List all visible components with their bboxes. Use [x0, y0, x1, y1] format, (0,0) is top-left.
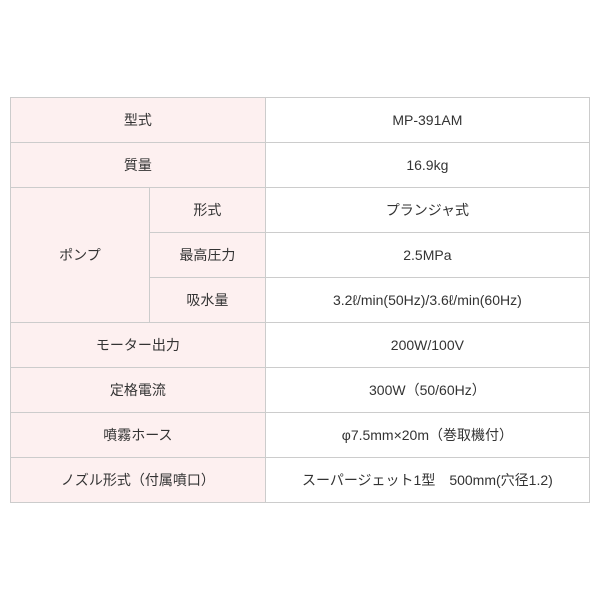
row-label: モーター出力 — [11, 323, 266, 368]
row-value: φ7.5mm×20m（巻取機付） — [265, 413, 589, 458]
row-label: 定格電流 — [11, 368, 266, 413]
table-row: 型式 MP-391AM — [11, 98, 590, 143]
table-row: 噴霧ホース φ7.5mm×20m（巻取機付） — [11, 413, 590, 458]
row-label: 質量 — [11, 143, 266, 188]
row-value: スーパージェット1型 500mm(穴径1.2) — [265, 458, 589, 503]
row-value: 300W（50/60Hz） — [265, 368, 589, 413]
table-row: ポンプ 形式 プランジャ式 — [11, 188, 590, 233]
row-label: 噴霧ホース — [11, 413, 266, 458]
table-row: ノズル形式（付属噴口） スーパージェット1型 500mm(穴径1.2) — [11, 458, 590, 503]
group-label: ポンプ — [11, 188, 150, 323]
table-row: モーター出力 200W/100V — [11, 323, 590, 368]
row-label: ノズル形式（付属噴口） — [11, 458, 266, 503]
row-value: 3.2ℓ/min(50Hz)/3.6ℓ/min(60Hz) — [265, 278, 589, 323]
sub-label: 最高圧力 — [149, 233, 265, 278]
row-value: MP-391AM — [265, 98, 589, 143]
row-value: 16.9kg — [265, 143, 589, 188]
row-value: 2.5MPa — [265, 233, 589, 278]
spec-table-body: 型式 MP-391AM 質量 16.9kg ポンプ 形式 プランジャ式 最高圧力… — [11, 98, 590, 503]
row-value: プランジャ式 — [265, 188, 589, 233]
table-row: 質量 16.9kg — [11, 143, 590, 188]
row-label: 型式 — [11, 98, 266, 143]
spec-table: 型式 MP-391AM 質量 16.9kg ポンプ 形式 プランジャ式 最高圧力… — [10, 97, 590, 503]
sub-label: 吸水量 — [149, 278, 265, 323]
row-value: 200W/100V — [265, 323, 589, 368]
table-row: 定格電流 300W（50/60Hz） — [11, 368, 590, 413]
sub-label: 形式 — [149, 188, 265, 233]
